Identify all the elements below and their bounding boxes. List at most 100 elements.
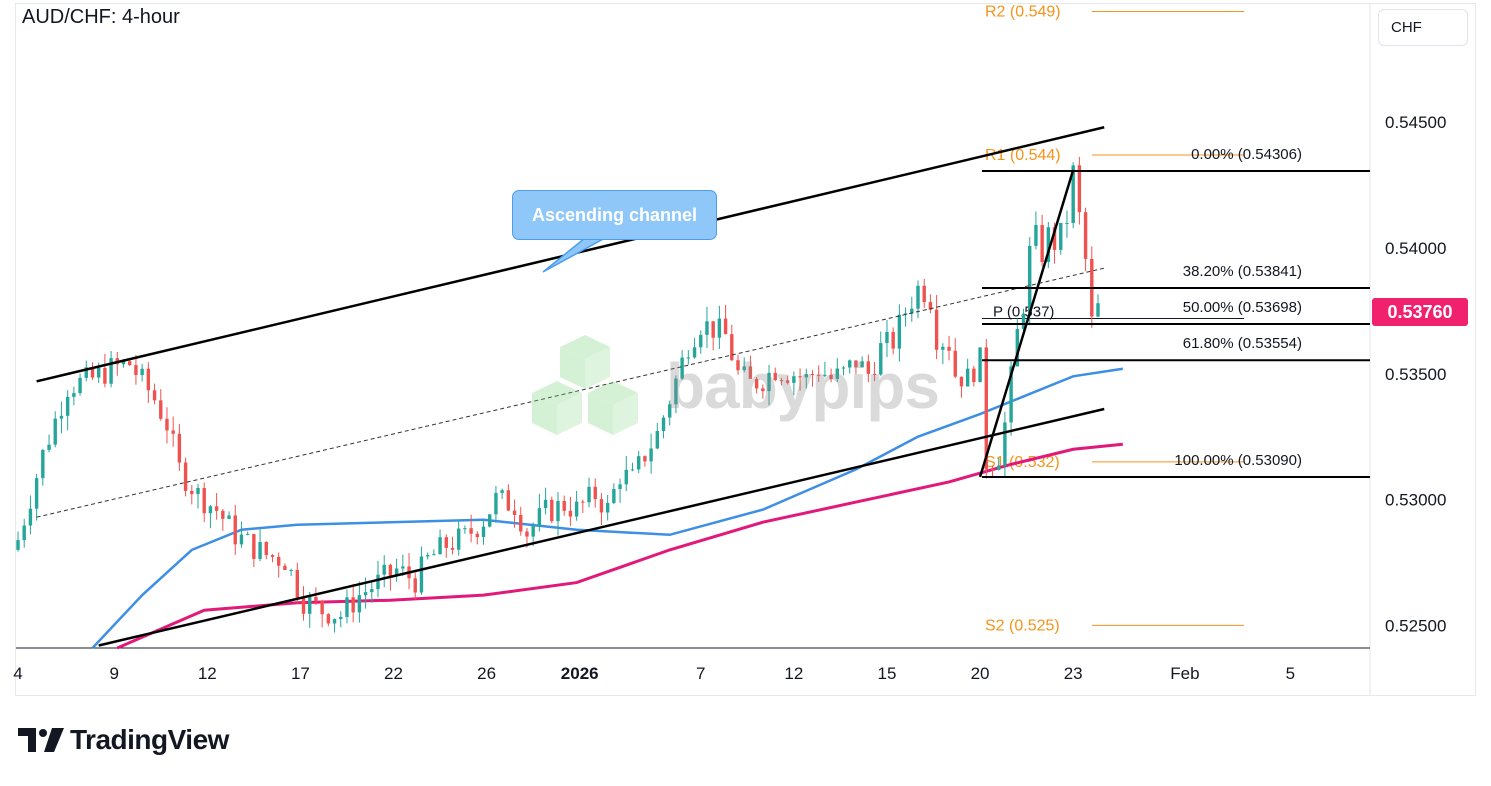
candle-body	[519, 514, 523, 532]
candle	[705, 306, 709, 349]
candle	[252, 533, 256, 568]
candle-body	[587, 486, 591, 503]
x-tick-label: 4	[13, 664, 22, 683]
candle	[692, 337, 697, 359]
candle-body	[680, 357, 684, 379]
candle-body	[72, 393, 76, 397]
candle	[512, 499, 517, 528]
candle	[618, 478, 622, 503]
candle	[848, 359, 852, 374]
candle-body	[1034, 224, 1038, 246]
candle-body	[798, 376, 802, 378]
candle	[1015, 318, 1020, 367]
candle-body	[401, 566, 405, 569]
candle	[283, 563, 287, 571]
candle-body	[308, 596, 312, 614]
candle-body	[792, 376, 796, 383]
candle-body	[314, 596, 318, 601]
tradingview-logo[interactable]: TradingView	[18, 724, 229, 756]
candle-body	[649, 448, 653, 462]
candle-body	[320, 600, 324, 615]
pivot-label: R2 (0.549)	[985, 4, 1061, 21]
candle	[742, 357, 746, 373]
candle	[543, 487, 548, 515]
candle-body	[28, 508, 33, 526]
candle-body	[984, 347, 988, 470]
candle	[444, 534, 448, 558]
candle	[301, 586, 306, 621]
candle	[500, 488, 504, 500]
candle	[636, 450, 641, 474]
candle-body	[425, 555, 430, 557]
candle-body	[140, 368, 144, 375]
candle-body	[16, 540, 20, 550]
candle-body	[730, 334, 734, 361]
y-tick-label: 0.54500	[1385, 113, 1446, 132]
candle-body	[711, 321, 715, 338]
candle-body	[208, 506, 213, 514]
candle	[351, 583, 355, 623]
candle	[829, 368, 833, 383]
tradingview-logo-text: TradingView	[70, 724, 229, 755]
x-tick-label: 2026	[561, 664, 599, 683]
candle-body	[612, 488, 616, 503]
candle-body	[550, 499, 554, 522]
candle	[208, 504, 213, 529]
candle	[413, 572, 417, 600]
candle	[196, 483, 200, 509]
candle	[357, 581, 362, 623]
candle-body	[295, 569, 300, 598]
candle	[574, 490, 579, 521]
channel-mid-line	[36, 267, 1105, 518]
candle	[854, 360, 858, 375]
candle-body	[723, 318, 728, 335]
candle-body	[227, 515, 231, 519]
candle	[599, 493, 604, 525]
candle-body	[630, 469, 635, 471]
candle-body	[432, 554, 436, 556]
candle-body	[363, 592, 368, 596]
candle	[177, 424, 182, 471]
candle	[227, 511, 231, 520]
candle	[332, 618, 337, 633]
candle-body	[605, 502, 610, 513]
candle-body	[978, 347, 982, 383]
fib-level-label: 38.20% (0.53841)	[1183, 263, 1302, 280]
candle	[115, 352, 120, 376]
candle	[270, 554, 275, 563]
candle-body	[879, 343, 883, 375]
candle-body	[996, 465, 1001, 470]
candle-body	[177, 433, 182, 463]
candle-body	[897, 314, 902, 349]
candle-body	[816, 374, 821, 376]
candle	[879, 331, 883, 376]
candle	[1003, 411, 1007, 477]
candle	[928, 294, 933, 314]
candle-body	[754, 378, 759, 389]
candle	[450, 536, 455, 555]
candle	[568, 496, 573, 526]
candle-body	[500, 490, 504, 493]
candle-body	[668, 404, 672, 418]
candle	[841, 365, 846, 376]
candle-body	[1059, 222, 1063, 250]
candle-body	[339, 616, 343, 620]
candle-body	[779, 380, 784, 382]
candle-body	[270, 555, 275, 557]
candle	[711, 321, 715, 351]
candle	[65, 390, 70, 431]
candle-body	[947, 346, 951, 351]
candle-body	[872, 373, 877, 375]
candle-body	[581, 501, 585, 503]
candle-body	[394, 568, 399, 576]
candle	[779, 377, 784, 386]
chart-frame	[15, 3, 1476, 696]
candle-body	[636, 456, 641, 470]
candle-body	[891, 331, 895, 349]
candle-body	[1021, 313, 1026, 329]
currency-button[interactable]: CHF	[1378, 9, 1468, 46]
candle-body	[134, 365, 138, 375]
candle	[823, 361, 827, 378]
candle	[202, 482, 206, 523]
